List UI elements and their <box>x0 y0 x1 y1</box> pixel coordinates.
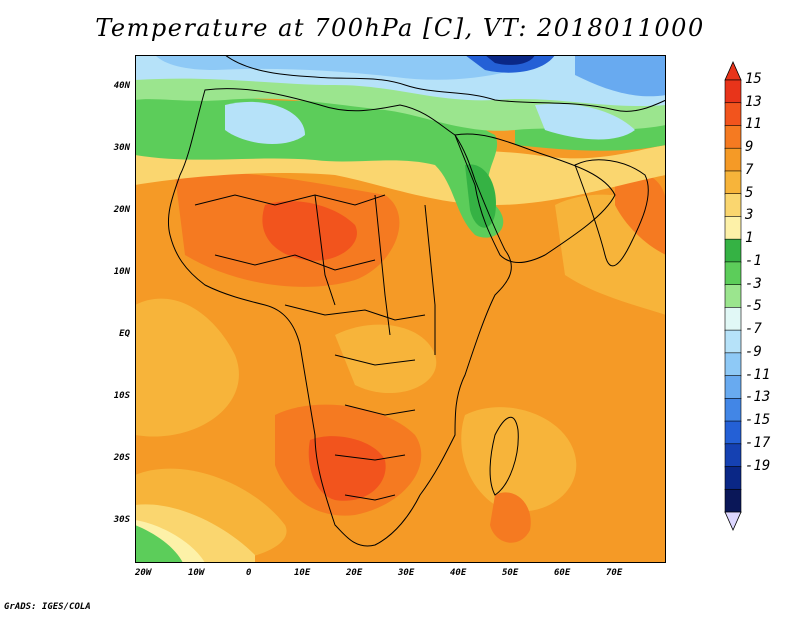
field-navy-top <box>485 55 535 65</box>
colorbar-label: -17 <box>745 434 771 451</box>
colorbar-label: 7 <box>745 161 754 178</box>
coastline-outlines <box>167 55 666 547</box>
colorbar-cell <box>724 352 742 377</box>
colorbar-label: 11 <box>745 116 762 133</box>
colorbar-label: -15 <box>745 412 771 429</box>
longitude-label: 20W <box>135 568 152 578</box>
field-blue-iran <box>535 103 635 140</box>
field-light-orange-2 <box>335 324 437 394</box>
colorbar-cell <box>724 238 742 263</box>
colorbar-cell <box>724 102 742 127</box>
longitude-label: 40E <box>450 568 467 578</box>
colorbar-cell <box>724 216 742 240</box>
longitude-label: 0 <box>246 568 252 578</box>
colorbar-cell <box>724 488 742 513</box>
latitude-label: EQ <box>119 329 130 339</box>
colorbar-label: 13 <box>745 93 762 110</box>
latitude-label: 20N <box>113 205 130 215</box>
field-blue-iberia <box>225 101 305 145</box>
colorbar-cell <box>724 284 742 309</box>
colorbar <box>724 61 742 531</box>
colorbar-cell <box>724 443 742 468</box>
latitude-label: 10S <box>113 391 130 401</box>
colorbar-cell <box>724 466 742 491</box>
field-light-orange-3 <box>461 407 577 512</box>
field-red-sahel <box>262 201 357 261</box>
colorbar-label: -3 <box>745 275 762 292</box>
field-blue-top <box>155 55 555 80</box>
chart-title: Temperature at 700hPa [C], VT: 201801100… <box>95 14 705 42</box>
field-orange-madagascar <box>490 492 531 543</box>
colorbar-cell <box>724 147 742 172</box>
colorbar-label: -7 <box>745 321 762 338</box>
colorbar-cell <box>724 329 742 354</box>
colorbar-label: -19 <box>745 457 771 474</box>
colorbar-cell <box>724 307 742 331</box>
colorbar-label: -9 <box>745 343 762 360</box>
latitude-label: 40N <box>113 81 130 91</box>
colorbar-label: 9 <box>745 139 754 156</box>
longitude-label: 20E <box>346 568 363 578</box>
field-red-south <box>308 436 386 501</box>
longitude-label: 30E <box>398 568 415 578</box>
colorbar-cell <box>724 170 742 195</box>
colorbar-top-arrow <box>724 61 742 81</box>
field-blue-ne <box>575 55 666 97</box>
colorbar-label: 1 <box>745 230 754 247</box>
field-green-sw <box>135 525 183 563</box>
colorbar-cell <box>724 261 742 286</box>
colorbar-label: -11 <box>745 366 771 383</box>
temperature-map <box>135 55 666 563</box>
colorbar-bottom-arrow <box>724 511 742 531</box>
latitude-label: 10N <box>113 267 130 277</box>
credit-text: GrADS: IGES/COLA <box>4 602 91 612</box>
colorbar-label: 5 <box>745 184 754 201</box>
colorbar-cell <box>724 193 742 218</box>
latitude-label: 20S <box>113 453 130 463</box>
colorbar-label: -1 <box>745 252 762 269</box>
latitude-label: 30S <box>113 515 130 525</box>
colorbar-cell <box>724 79 742 104</box>
colorbar-cell <box>724 375 742 400</box>
longitude-label: 10E <box>294 568 311 578</box>
field-light-orange-1 <box>135 298 239 437</box>
field-orange-india <box>615 171 666 255</box>
colorbar-cell <box>724 398 742 422</box>
longitude-label: 60E <box>554 568 571 578</box>
colorbar-label: -5 <box>745 298 762 315</box>
colorbar-cell <box>724 420 742 445</box>
colorbar-label: 3 <box>745 207 754 224</box>
colorbar-label: -13 <box>745 389 771 406</box>
latitude-label: 30N <box>113 143 130 153</box>
colorbar-label: 15 <box>745 71 762 87</box>
longitude-label: 50E <box>502 568 519 578</box>
colorbar-cell <box>724 125 742 150</box>
longitude-label: 10W <box>188 568 205 578</box>
longitude-label: 70E <box>606 568 623 578</box>
